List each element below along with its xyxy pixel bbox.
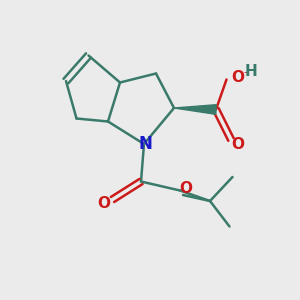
Text: N: N	[139, 135, 152, 153]
Polygon shape	[174, 105, 216, 114]
Text: O: O	[98, 196, 111, 211]
Text: O: O	[231, 137, 244, 152]
Text: O: O	[179, 181, 192, 196]
Text: H: H	[245, 64, 257, 80]
Text: O: O	[231, 70, 244, 85]
Text: -: -	[243, 67, 247, 77]
